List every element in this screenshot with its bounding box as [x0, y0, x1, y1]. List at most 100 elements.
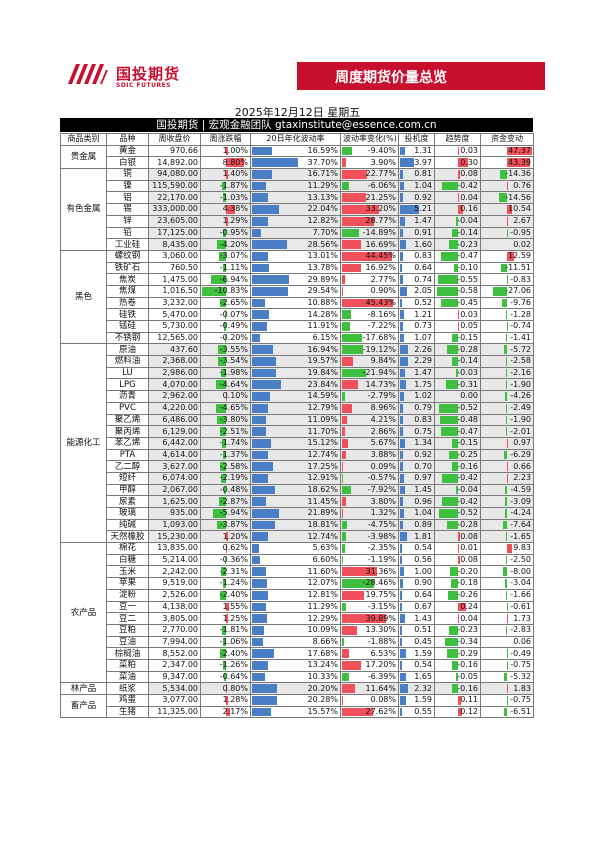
fund-flow-value: 1.73	[513, 613, 531, 623]
fund-flow-value: 0.02	[513, 239, 531, 249]
fund-flow: 0.06	[480, 635, 534, 649]
product-name: 生猪	[106, 705, 149, 719]
annual-volatility: 11.70%	[250, 425, 341, 438]
annual-volatility-bar	[252, 263, 269, 273]
fund-flow-bar	[505, 579, 507, 588]
volatility-change-value: 0.09%	[370, 461, 396, 471]
fund-flow-value: 43.39	[508, 157, 531, 167]
trend-degree: -0.14	[434, 355, 481, 368]
trend-degree-bar	[457, 707, 462, 717]
weekly-close: 5,470.00	[148, 308, 201, 321]
product-name: 工业硅	[106, 238, 149, 251]
speculation-degree-bar	[400, 544, 402, 553]
speculation-degree-bar	[400, 473, 404, 483]
weekly-change-bar	[225, 532, 229, 542]
weekly-change-bar	[222, 660, 226, 670]
trend-degree-value: -0.52	[457, 403, 478, 413]
volatility-change: 44.45%	[340, 249, 399, 263]
table-row: 林产品 纸浆 5,534.00 0.80% 20.20% 11.64% 2.32 -0.16 1…	[60, 682, 534, 695]
weekly-change-value: -10.83%	[214, 286, 248, 296]
volatility-change-bar	[342, 415, 347, 425]
volatility-change-value: 22.77%	[365, 169, 396, 179]
volatility-change: 28.77%	[340, 214, 399, 228]
table-row: 菜粕 2,347.00 -1.26% 13.24% 17.20% 0.54 -0.16 -0.…	[61, 658, 534, 672]
annual-volatility-bar	[252, 205, 279, 214]
fund-flow: -1.90	[480, 378, 534, 392]
fund-flow-bar	[506, 380, 507, 390]
trend-degree-bar	[452, 357, 458, 366]
weekly-change-value: 1.29%	[222, 216, 248, 226]
fund-flow-bar	[503, 520, 507, 530]
annual-volatility-bar	[252, 450, 268, 460]
speculation-degree: 1.43	[398, 612, 435, 625]
volatility-change-bar	[342, 473, 343, 483]
volatility-change: -1.88%	[340, 635, 399, 649]
fund-flow-value: -14.56	[505, 192, 531, 202]
trend-degree: 0.08	[434, 168, 481, 181]
annual-volatility-bar	[252, 345, 273, 355]
trend-degree-value: -0.04	[457, 216, 478, 226]
speculation-degree-bar	[400, 322, 403, 331]
annual-volatility-bar	[252, 637, 263, 647]
volatility-change-value: -9.40%	[367, 146, 396, 156]
trend-degree-value: -0.31	[457, 379, 478, 389]
volatility-change-value: -8.16%	[367, 309, 396, 319]
trend-degree-value: 0.01	[460, 543, 478, 553]
volatility-change-value: -3.98%	[367, 531, 396, 541]
speculation-degree-bar	[400, 520, 404, 530]
volatility-change-value: -1.88%	[367, 636, 396, 646]
weekly-change-value: -1.74%	[219, 438, 248, 448]
speculation-degree-value: 5.21	[414, 204, 432, 214]
volatility-change-bar	[342, 170, 368, 179]
weekly-change-bar	[210, 275, 226, 284]
trend-degree-value: -0.23	[457, 239, 478, 249]
fund-flow-bar	[507, 614, 508, 623]
weekly-change: -0.49%	[200, 320, 251, 333]
product-name: 短纤	[106, 471, 149, 485]
volatility-change: 13.30%	[340, 623, 399, 637]
table-row: 白糖 5,214.00 -0.36% 6.60% -1.19% 0.56 0.08 -2.50	[61, 553, 534, 567]
weekly-change-bar	[215, 403, 226, 413]
weekly-close: 6,442.00	[148, 436, 201, 450]
speculation-degree: 1.59	[398, 694, 435, 707]
fund-flow-bar	[507, 684, 508, 693]
speculation-degree-bar	[400, 240, 406, 249]
annual-volatility: 23.84%	[250, 378, 341, 392]
fund-flow: -9.76	[480, 296, 534, 310]
fund-flow-value: -3.04	[510, 578, 531, 588]
trend-degree-bar	[453, 263, 458, 273]
weekly-change-bar	[218, 251, 226, 261]
fund-flow-value: -4.59	[510, 484, 531, 494]
speculation-degree-bar	[400, 625, 402, 635]
weekly-change: -0.07%	[200, 308, 251, 321]
annual-volatility-bar	[252, 322, 267, 331]
speculation-degree: 1.47	[398, 214, 435, 228]
annual-volatility-bar	[252, 532, 268, 542]
volatility-change-value: 13.30%	[365, 625, 396, 635]
trend-degree-bar	[442, 181, 458, 191]
annual-volatility: 10.33%	[250, 670, 341, 684]
table-row: 聚乙烯 6,486.00 -3.80% 11.09% 4.21% 0.83 -0.48 -1.…	[61, 413, 534, 427]
fund-flow: -1.66	[480, 588, 534, 602]
trend-degree-value: 0.04	[460, 192, 478, 202]
trend-degree-bar	[457, 532, 461, 542]
fund-flow-bar	[492, 286, 507, 296]
speculation-degree-bar	[400, 263, 403, 273]
annual-volatility-bar	[252, 403, 268, 413]
weekly-close: 9,519.00	[148, 577, 201, 590]
volatility-change-value: 3.80%	[370, 496, 396, 506]
volatility-change: 0.90%	[340, 284, 399, 298]
weekly-change: -1.11%	[200, 261, 251, 275]
fund-flow-value: -2.49	[510, 403, 531, 413]
trend-degree-bar	[456, 485, 458, 495]
volatility-change: -4.75%	[340, 518, 399, 532]
weekly-change-value: -1.81%	[219, 625, 248, 635]
product-name: 燃料油	[106, 355, 149, 368]
annual-volatility-bar	[252, 146, 273, 156]
table-row: 农产品 棉花 13,835.00 0.62% 5.63% -2.35% 0.54 0.01 9.…	[60, 542, 534, 684]
speculation-degree-value: 0.45	[414, 636, 432, 646]
speculation-degree-value: 0.75	[414, 426, 432, 436]
volatility-change: -21.94%	[340, 366, 399, 380]
trend-degree: -0.28	[434, 343, 481, 357]
trend-degree: 0.03	[434, 144, 481, 158]
